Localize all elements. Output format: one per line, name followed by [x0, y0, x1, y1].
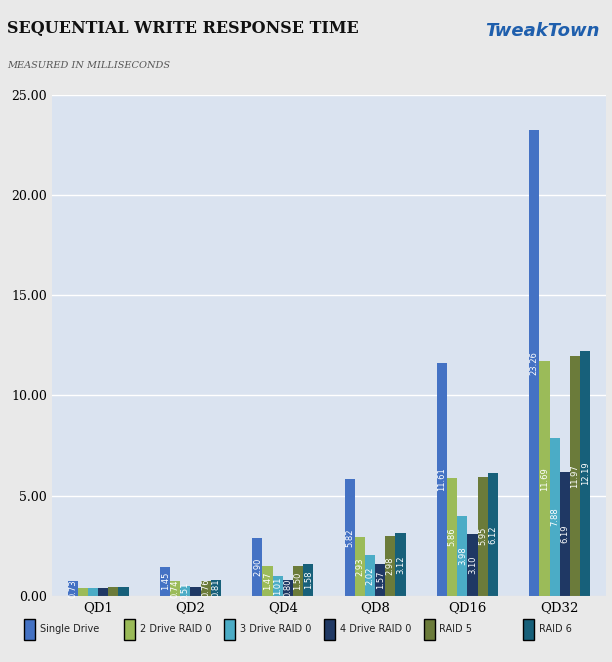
Text: Single Drive: Single Drive: [40, 624, 100, 634]
Text: 6.12: 6.12: [488, 525, 498, 544]
Text: 2 Drive RAID 0: 2 Drive RAID 0: [140, 624, 212, 634]
Text: 0.73: 0.73: [69, 579, 77, 598]
Bar: [272, 575, 283, 596]
Bar: [437, 363, 447, 596]
Text: TweakTown: TweakTown: [485, 23, 600, 40]
Bar: [88, 588, 98, 596]
Text: RAID 6: RAID 6: [539, 624, 572, 634]
Bar: [477, 477, 488, 596]
Text: SEQUENTIAL WRITE RESPONSE TIME: SEQUENTIAL WRITE RESPONSE TIME: [7, 20, 359, 36]
Bar: [68, 581, 78, 596]
Bar: [252, 538, 263, 596]
Text: 5.82: 5.82: [345, 528, 354, 547]
Text: 1.01: 1.01: [273, 577, 282, 595]
Bar: [468, 534, 477, 596]
Text: 5.95: 5.95: [478, 527, 487, 545]
Text: 0.76: 0.76: [201, 579, 210, 598]
Text: 1.45: 1.45: [160, 572, 170, 591]
Text: 7.88: 7.88: [550, 508, 559, 526]
Text: 6.19: 6.19: [561, 524, 569, 543]
FancyBboxPatch shape: [224, 619, 235, 639]
Text: 0.81: 0.81: [211, 579, 220, 597]
Text: 11.97: 11.97: [570, 464, 580, 488]
Bar: [539, 361, 550, 596]
Text: 1.58: 1.58: [304, 571, 313, 589]
Bar: [293, 566, 303, 596]
FancyBboxPatch shape: [424, 619, 435, 639]
Bar: [263, 566, 272, 596]
Text: 5.86: 5.86: [448, 528, 457, 546]
Bar: [488, 473, 498, 596]
Bar: [78, 589, 88, 596]
Text: 0.51: 0.51: [181, 581, 190, 600]
Text: 4 Drive RAID 0: 4 Drive RAID 0: [340, 624, 411, 634]
Bar: [447, 479, 457, 596]
Text: 23.26: 23.26: [530, 351, 539, 375]
Bar: [345, 479, 355, 596]
Text: 3.10: 3.10: [468, 555, 477, 574]
FancyBboxPatch shape: [124, 619, 135, 639]
Text: 2.93: 2.93: [356, 557, 364, 576]
Bar: [211, 579, 221, 596]
Bar: [550, 438, 560, 596]
Text: RAID 5: RAID 5: [439, 624, 472, 634]
Bar: [170, 581, 181, 596]
Bar: [303, 564, 313, 596]
FancyBboxPatch shape: [523, 619, 534, 639]
Bar: [181, 586, 190, 596]
FancyBboxPatch shape: [24, 619, 35, 639]
Text: 3.98: 3.98: [458, 547, 467, 565]
Bar: [160, 567, 170, 596]
Bar: [375, 564, 386, 596]
Text: 1.50: 1.50: [294, 571, 302, 590]
Text: 11.61: 11.61: [438, 467, 447, 491]
Text: 2.02: 2.02: [365, 567, 375, 585]
FancyBboxPatch shape: [324, 619, 335, 639]
Bar: [98, 588, 108, 596]
Bar: [108, 587, 119, 596]
Text: 1.47: 1.47: [263, 572, 272, 591]
Text: 2.98: 2.98: [386, 557, 395, 575]
Bar: [355, 537, 365, 596]
Bar: [386, 536, 395, 596]
Text: 2.90: 2.90: [253, 557, 262, 576]
Bar: [560, 472, 570, 596]
Text: 1.57: 1.57: [376, 571, 385, 589]
Bar: [395, 534, 406, 596]
Bar: [457, 516, 468, 596]
Bar: [365, 555, 375, 596]
Text: MEASURED IN MILLISECONDS: MEASURED IN MILLISECONDS: [7, 61, 170, 70]
Bar: [201, 581, 211, 596]
Bar: [570, 356, 580, 596]
Text: 3.12: 3.12: [396, 555, 405, 574]
Bar: [283, 580, 293, 596]
Text: 3 Drive RAID 0: 3 Drive RAID 0: [240, 624, 312, 634]
Bar: [190, 587, 201, 596]
Bar: [580, 352, 590, 596]
Text: 0.74: 0.74: [171, 579, 180, 598]
Bar: [529, 130, 539, 596]
Bar: [119, 587, 129, 596]
Text: 0.80: 0.80: [283, 579, 293, 597]
Text: 11.69: 11.69: [540, 467, 549, 491]
Text: 12.19: 12.19: [581, 462, 589, 485]
